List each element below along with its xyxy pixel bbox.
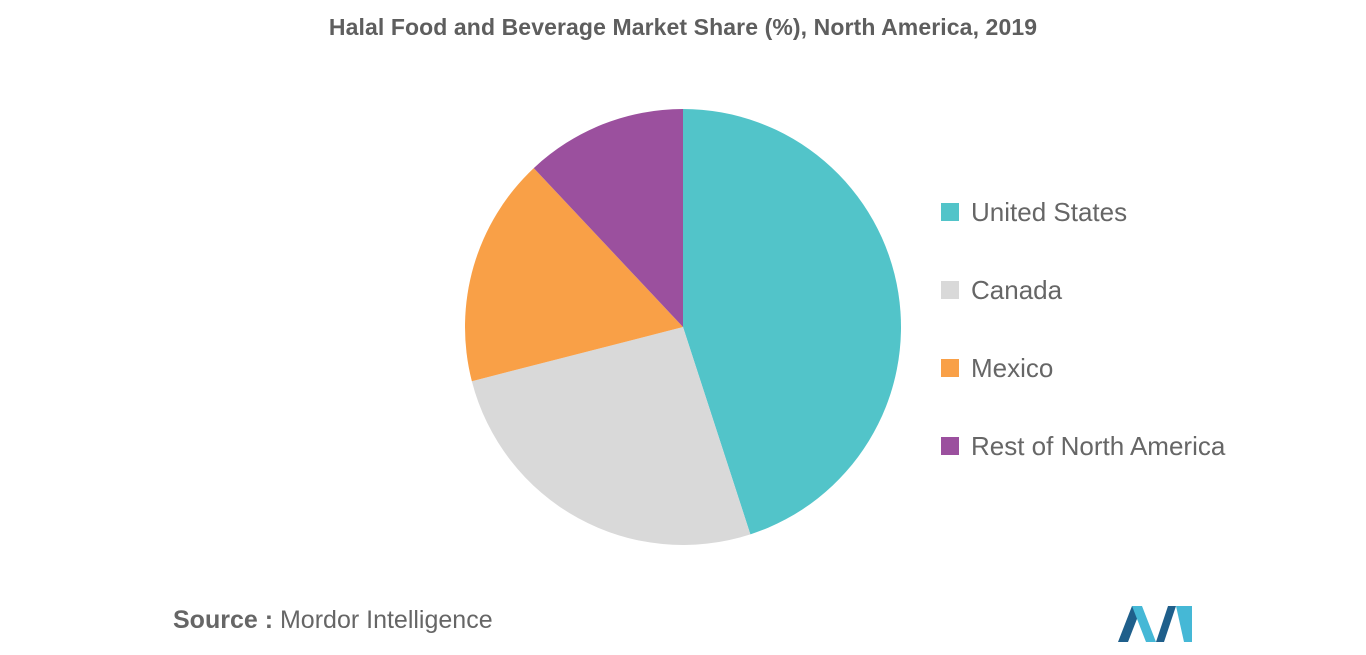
pie-slice-canada — [471, 327, 751, 546]
legend-label-canada: Canada — [971, 274, 1063, 305]
mordor-intelligence-logo-icon — [1118, 606, 1192, 642]
pie-slice-mexico — [465, 168, 683, 382]
source-note: Source : Mordor Intelligence — [173, 606, 493, 635]
pie-slice-united-states — [683, 109, 902, 535]
legend-swatch-canada — [941, 281, 959, 299]
legend-swatch-rest-of-north-america — [941, 437, 959, 455]
legend-label-mexico: Mexico — [971, 352, 1054, 383]
logo-shape-right-b — [1176, 606, 1192, 642]
logo-shape-right-a — [1156, 606, 1176, 642]
pie-slice-rest-of-north-america — [533, 109, 683, 327]
legend-label-rest-of-north-america: Rest of North America — [971, 430, 1226, 461]
source-prefix: Source : — [173, 606, 274, 634]
logo-shape-mid — [1132, 606, 1156, 642]
chart-title: Halal Food and Beverage Market Share (%)… — [328, 14, 1038, 40]
legend-label-united-states: United States — [971, 196, 1128, 227]
legend-item-united-states: United States — [941, 195, 1127, 229]
legend-swatch-mexico — [941, 359, 959, 377]
legend-item-mexico: Mexico — [941, 351, 1053, 385]
legend-swatch-united-states — [941, 203, 959, 221]
legend-item-rest-of-north-america: Rest of North America — [941, 429, 1225, 463]
legend-item-canada: Canada — [941, 273, 1062, 307]
source-text: Mordor Intelligence — [279, 606, 493, 634]
